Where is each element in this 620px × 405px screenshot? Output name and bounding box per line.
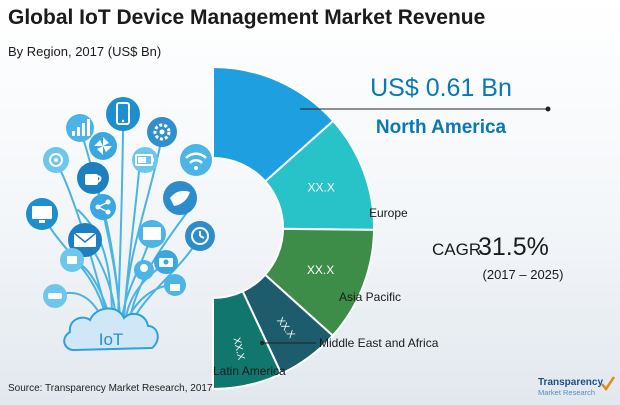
brand-name: Transparency — [538, 377, 603, 388]
light-bulb-icon — [134, 260, 154, 280]
brand-subtitle: Market Research — [538, 388, 595, 397]
legend-label-europe: Europe — [369, 206, 408, 220]
bar-chart-icon — [66, 114, 94, 142]
region-half-donut: XX.XXX.XXX.XXX.X — [212, 65, 376, 391]
pinwheel-icon — [89, 132, 117, 160]
bird-icon — [163, 181, 197, 215]
tv-icon — [138, 220, 166, 248]
wifi-icon — [180, 144, 212, 176]
car-icon — [43, 284, 67, 308]
iot-tree-illustration: IoT — [26, 97, 215, 352]
mea-leader-dot — [260, 341, 264, 345]
monitor-icon — [26, 198, 58, 230]
brand-logo: Transparency Market Research — [538, 376, 616, 397]
page-title: Global IoT Device Management Market Reve… — [8, 6, 486, 29]
speaker-icon — [60, 248, 84, 272]
cloud-label: IoT — [99, 330, 124, 349]
cloud-shape — [63, 307, 159, 352]
source-note: Source: Transparency Market Research, 20… — [8, 383, 213, 394]
battery-icon — [132, 147, 158, 173]
legend-label-latin-america: Latin America — [213, 364, 286, 378]
slice-label-asia-pacific: XX.X — [307, 263, 334, 277]
annotations: US$ 0.61 Bn North America CAGR 31.5% (20… — [213, 74, 563, 378]
cagr-period: (2017 – 2025) — [483, 267, 564, 282]
share-icon — [90, 194, 116, 220]
phone-icon — [106, 97, 140, 131]
fan-icon — [43, 147, 69, 173]
highlight-region: North America — [376, 117, 507, 138]
envelope-icon — [68, 223, 102, 257]
legend-label-asia-pacific: Asia Pacific — [339, 290, 401, 304]
slice-label-europe: XX.X — [307, 181, 334, 195]
coffee-cup-icon — [77, 162, 109, 194]
camera-icon — [154, 250, 178, 274]
slice-latin-america — [212, 290, 283, 391]
highlight-value: US$ 0.61 Bn — [370, 74, 512, 102]
slice-label-latin-america: XX.X — [231, 337, 247, 362]
page-subtitle: By Region, 2017 (US$ Bn) — [8, 44, 162, 59]
legend-label-middle-east-africa: Middle East and Africa — [319, 336, 439, 350]
lock-icon — [164, 274, 186, 296]
highlight-leader-dot — [545, 106, 551, 112]
clock-icon — [185, 221, 215, 251]
gear-icon — [147, 117, 177, 147]
cagr-label: CAGR — [432, 240, 481, 259]
cagr-value: 31.5% — [478, 233, 549, 261]
brand-check-icon — [601, 376, 616, 392]
